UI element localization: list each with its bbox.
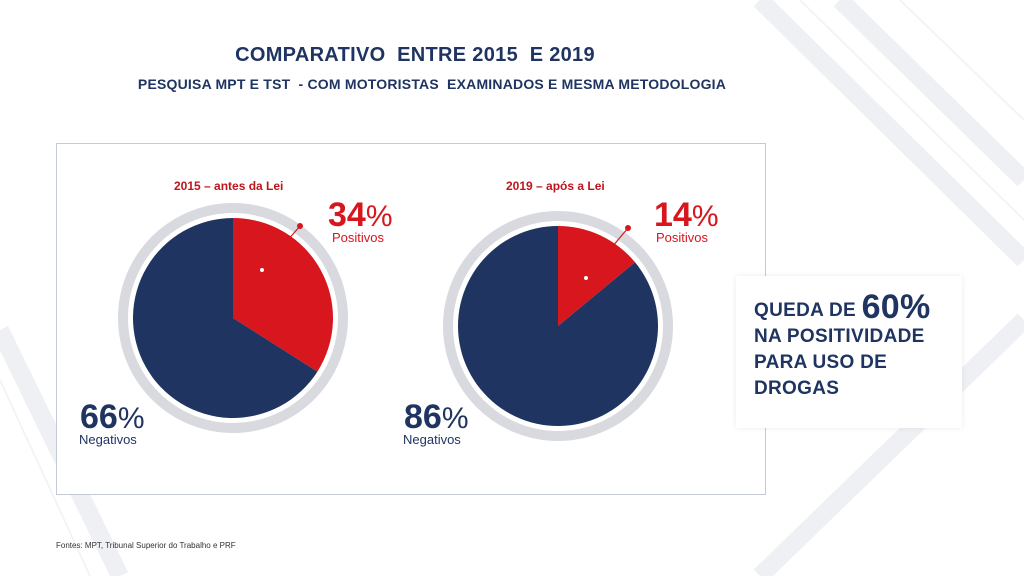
callout-text: QUEDA DE 60% NA POSITIVIDADE PARA USO DE…: [754, 288, 931, 402]
callout-value: 60%: [861, 288, 931, 326]
callout-box: QUEDA DE 60% NA POSITIVIDADE PARA USO DE…: [736, 276, 962, 428]
pie-slice-negativos-2015: [132, 218, 318, 418]
negative-label-2015: Negativos: [79, 432, 137, 447]
pie-slice-positivos-2015: [233, 218, 333, 372]
pie-slice-negativos-2019: [457, 226, 658, 426]
positive-value-2019: 14%: [654, 196, 719, 234]
leader-line-2015: [261, 225, 301, 271]
callout-line-2: NA POSITIVIDADE: [754, 326, 925, 347]
positive-value-2015: 34%: [328, 196, 393, 234]
pie-ring-2015: [118, 203, 348, 433]
leader-line-2019: [585, 227, 629, 279]
page-subtitle: PESQUISA MPT E TST - COM MOTORISTAS EXAM…: [137, 76, 727, 92]
leader-dot-2015: [297, 223, 303, 229]
leader-dot-2019: [625, 225, 631, 231]
pie-title-2019: 2019 – após a Lei: [506, 179, 605, 193]
callout-line-1: QUEDA DE 60%: [754, 288, 931, 326]
pie-chart-2015: [118, 203, 348, 433]
source-note: Fontes: MPT, Tribunal Superior do Trabal…: [56, 541, 236, 550]
pie-charts: [118, 203, 673, 441]
pie-ring-2019: [443, 211, 673, 441]
pie-slice-positivos-2019: [558, 226, 636, 326]
pie-chart-2019: [443, 211, 673, 441]
leader-dot-2015: [259, 267, 265, 273]
callout-line-4: DROGAS: [754, 378, 840, 399]
pie-title-2015: 2015 – antes da Lei: [174, 179, 284, 193]
leader-dot-2019: [583, 275, 589, 281]
positive-label-2015: Positivos: [332, 230, 385, 245]
negative-value-2015: 66%: [80, 398, 145, 436]
page-title: COMPARATIVO ENTRE 2015 E 2019: [235, 44, 595, 66]
negative-label-2019: Negativos: [403, 432, 461, 447]
callout-line-3: PARA USO DE: [754, 352, 888, 373]
positive-label-2019: Positivos: [656, 230, 709, 245]
negative-value-2019: 86%: [404, 398, 469, 436]
